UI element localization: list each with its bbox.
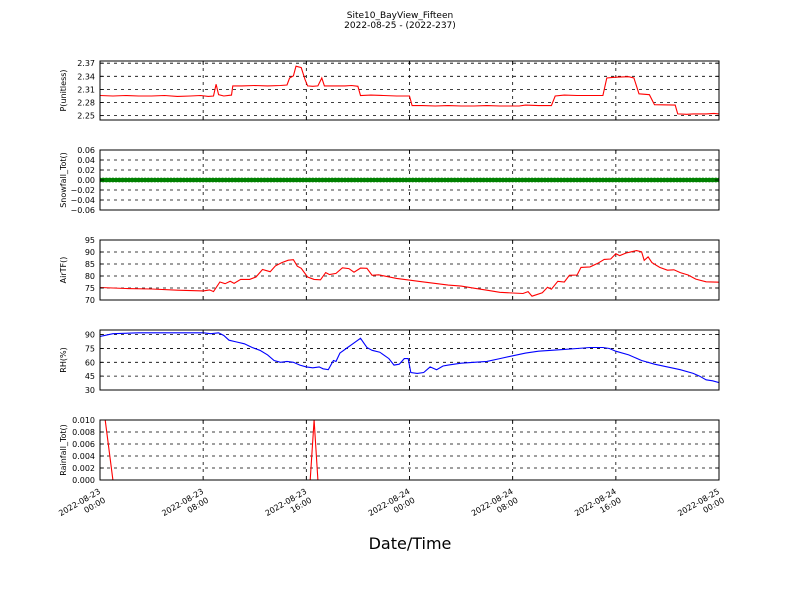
y-axis-label: Rainfall_Tot() bbox=[59, 424, 68, 476]
y-axis-label: RH(%) bbox=[59, 347, 68, 372]
y-tick-label: 0.06 bbox=[77, 146, 95, 155]
y-tick-label: 60 bbox=[85, 358, 95, 367]
y-axis-label: Snowfall_Tot() bbox=[59, 152, 68, 208]
y-tick-label: 0.00 bbox=[77, 176, 95, 185]
series-group bbox=[100, 177, 719, 183]
y-tick-label: 2.31 bbox=[77, 85, 95, 94]
y-tick-label: −0.02 bbox=[70, 186, 95, 195]
x-tick-label: 2022-08-2308:00 bbox=[160, 487, 210, 527]
y-tick-label: 80 bbox=[85, 272, 95, 281]
x-tick-label: 2022-08-2408:00 bbox=[470, 487, 520, 527]
x-tick-label: 2022-08-2400:00 bbox=[367, 487, 417, 527]
y-tick-label: −0.04 bbox=[70, 196, 95, 205]
y-tick-label: 95 bbox=[85, 236, 95, 245]
y-tick-label: 0.000 bbox=[72, 476, 95, 485]
y-tick-label: 85 bbox=[85, 260, 95, 269]
series-line bbox=[100, 420, 719, 480]
y-tick-label: 75 bbox=[85, 284, 95, 293]
y-tick-label: 2.28 bbox=[77, 99, 95, 108]
series-line bbox=[100, 65, 719, 115]
y-tick-label: 30 bbox=[85, 386, 95, 395]
x-tick-label: 2022-08-2316:00 bbox=[264, 487, 314, 527]
series-group bbox=[100, 65, 719, 115]
x-tick-label: 2022-08-2416:00 bbox=[573, 487, 623, 527]
y-tick-label: 0.002 bbox=[72, 464, 95, 473]
series-line bbox=[100, 250, 719, 297]
y-tick-label: 2.34 bbox=[77, 72, 95, 81]
x-tick-label: 2022-08-2300:00 bbox=[57, 487, 107, 527]
y-tick-label: 90 bbox=[85, 248, 95, 257]
series-group bbox=[100, 420, 719, 480]
y-tick-label: −0.06 bbox=[70, 206, 95, 215]
panel-5: 0.010 0.008 0.006 0.004 0.002 0.000 Rainfall_T… bbox=[59, 416, 720, 485]
panel-4: 90 75 60 45 30 RH(%) bbox=[59, 329, 720, 395]
y-tick-label: 45 bbox=[85, 372, 95, 381]
y-tick-label: 70 bbox=[85, 296, 95, 305]
y-tick-label: 2.25 bbox=[77, 112, 95, 121]
y-tick-label: 0.010 bbox=[72, 416, 95, 425]
series-line bbox=[100, 332, 719, 384]
series-group bbox=[100, 250, 719, 297]
panel-2: 0.060.040.020.00−0.02−0.04−0.06Snowfall_… bbox=[59, 146, 720, 215]
y-tick-label: 0.004 bbox=[72, 452, 95, 461]
series-group bbox=[100, 332, 719, 384]
x-axis-label: Date/Time bbox=[368, 534, 452, 553]
chart-title: Site10_BayView_Fifteen bbox=[346, 11, 454, 21]
chart-subtitle: 2022-08-25 - (2022-237) bbox=[344, 21, 456, 31]
y-tick-label: 75 bbox=[85, 344, 95, 353]
y-axis-label: P(unitless) bbox=[59, 69, 68, 111]
y-tick-label: 2.37 bbox=[77, 59, 95, 68]
y-tick-label: 0.02 bbox=[77, 166, 95, 175]
y-tick-label: 0.006 bbox=[72, 440, 95, 449]
x-tick-label: 2022-08-2500:00 bbox=[676, 487, 726, 527]
y-tick-label: 0.04 bbox=[77, 156, 95, 165]
y-tick-label: 90 bbox=[85, 331, 95, 340]
y-axis-label: AirTF() bbox=[59, 257, 68, 284]
panel-1: 2.37 2.34 2.31 2.28 2.25 P(unitless) bbox=[59, 59, 720, 121]
panel-3: 95 90 85 80 75 70 AirTF() bbox=[59, 236, 720, 305]
y-tick-label: 0.008 bbox=[72, 428, 95, 437]
